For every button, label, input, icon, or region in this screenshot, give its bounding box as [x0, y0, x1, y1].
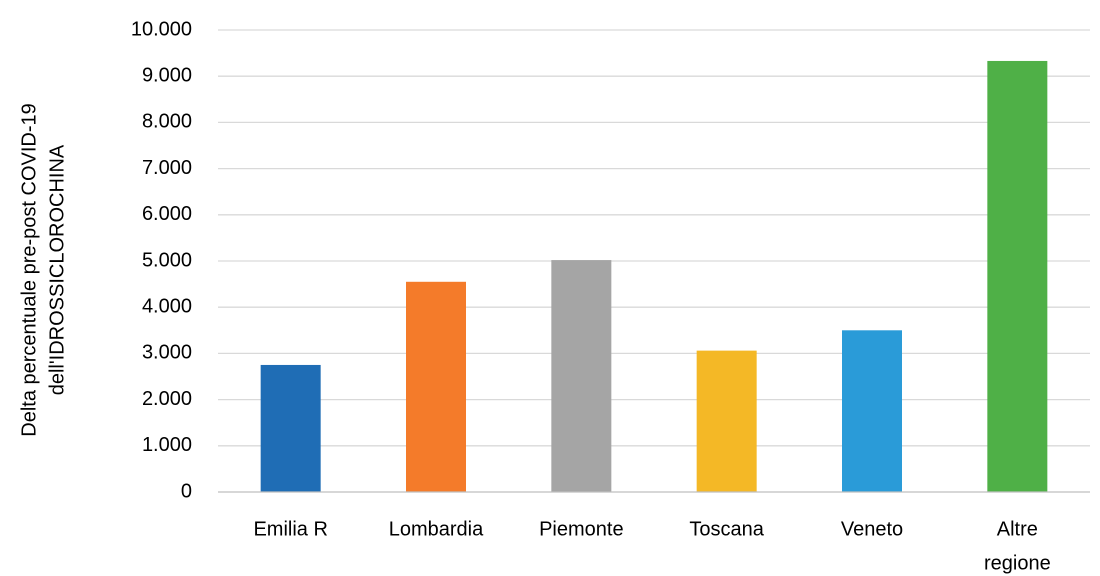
bar — [987, 60, 1048, 492]
x-tick-label: Piemonte — [539, 518, 624, 540]
x-tick-label: Veneto — [841, 518, 903, 540]
bar — [842, 330, 902, 492]
y-tick-label: 5.000 — [142, 249, 192, 271]
y-tick-label: 3.000 — [142, 342, 192, 364]
y-tick-label: 6.000 — [142, 203, 192, 225]
bar — [406, 281, 466, 492]
y-tick-label: 1.000 — [142, 434, 192, 456]
y-tick-label: 0 — [181, 480, 192, 502]
y-tick-label: 9.000 — [142, 64, 192, 86]
y-tick-label: 7.000 — [142, 157, 192, 179]
x-tick-label: Lombardia — [389, 518, 484, 540]
y-tick-label: 2.000 — [142, 388, 192, 410]
bar — [696, 350, 757, 492]
x-tick-label: Toscana — [689, 518, 764, 540]
y-axis-title: Delta percentuale pre-post COVID-19 dell'… — [18, 103, 68, 437]
y-tick-label: 8.000 — [142, 111, 192, 133]
y-tick-labels: 0 1.000 2.000 3.000 4.000 5.000 6.000 7.000 8.00… — [131, 18, 192, 502]
y-tick-label: 4.000 — [142, 295, 192, 317]
y-tick-label: 10.000 — [131, 18, 192, 40]
x-tick-label: Altre — [997, 518, 1038, 540]
bar — [260, 364, 321, 492]
bars — [260, 60, 1048, 492]
y-axis-title-line-1: Delta percentuale pre-post COVID-19 — [18, 103, 40, 437]
x-tick-label: Emilia R — [253, 518, 327, 540]
gridlines — [218, 29, 1090, 447]
y-axis-title-line-2: dell'IDROSSICLOROCHINA — [46, 144, 68, 395]
x-tick-labels: Emilia R Lombardia Piemonte Toscana Veneto Al… — [253, 518, 1050, 574]
bar — [551, 260, 612, 492]
x-tick-label: regione — [984, 552, 1051, 574]
